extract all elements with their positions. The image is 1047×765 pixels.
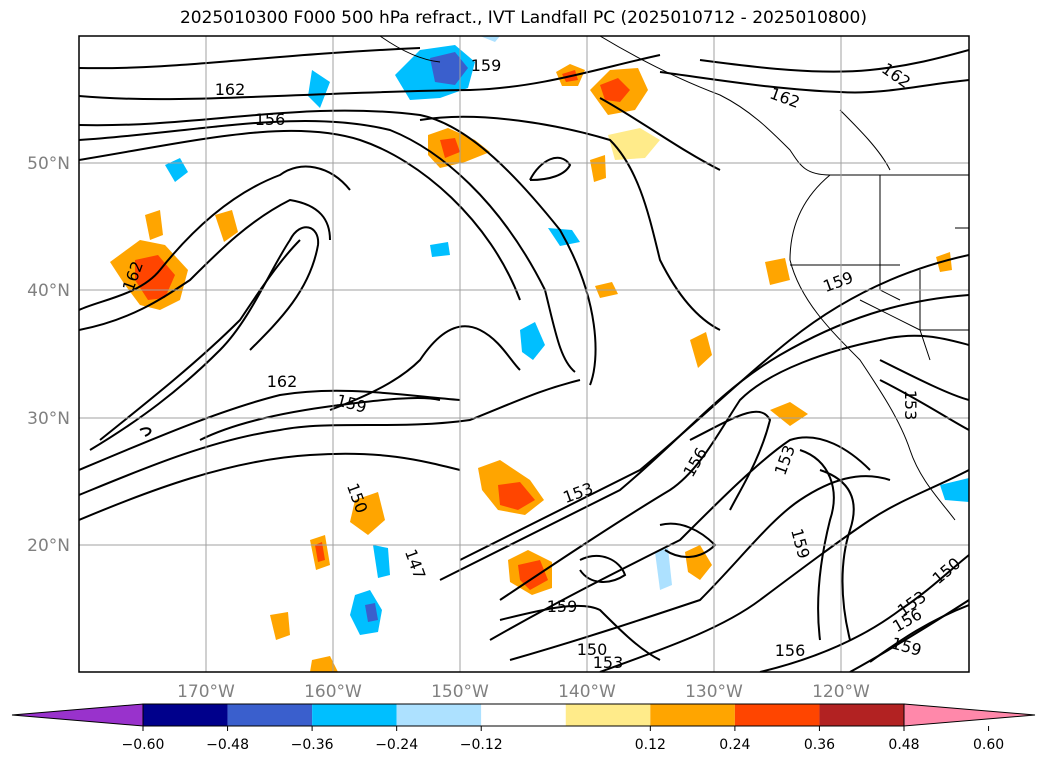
colorbar-segment [565,704,651,726]
colorbar-frame [142,703,905,727]
contour-label: 159 [547,597,578,616]
colorbar-tick-label: −0.60 [122,737,165,753]
contour-lines [79,47,969,672]
coastlines [379,36,969,521]
lat-label: 40°N [27,281,70,301]
lon-label: 120°W [812,682,870,702]
shading-layer [110,36,969,672]
colorbar-segment [227,704,313,726]
colorbar-extend-low [11,703,144,727]
latitude-axis: 50°N 40°N 30°N 20°N [27,154,70,556]
contour-label: 156 [255,110,286,129]
lon-label: 150°W [431,682,489,702]
colorbar-tick-label: −0.48 [206,737,249,753]
contour-label: 153 [901,390,920,421]
colorbar-tick-label: −0.12 [460,737,503,753]
map-title: 2025010300 F000 500 hPa refract., IVT La… [179,8,867,28]
colorbar-segment [650,704,735,726]
colorbar-segment [819,704,904,726]
contour-label: 156 [775,641,806,660]
colorbar-extend-high [903,703,1036,727]
lat-label: 30°N [27,409,70,429]
colorbar-tick-label: 0.12 [635,737,666,753]
lat-label: 50°N [27,154,70,174]
contour-label: 153 [593,653,624,672]
colorbar-tick-label: −0.24 [375,737,418,753]
colorbar-tick-label: −0.36 [291,737,334,753]
colorbar-tick-label: 0.24 [719,737,750,753]
graticule [79,36,969,672]
lon-label: 170°W [177,682,235,702]
contour-label: 159 [471,56,502,75]
colorbar-tick-label: 0.60 [973,737,1004,753]
lat-label: 20°N [27,536,70,556]
colorbar-segment [143,704,228,726]
plot-frame [78,35,970,673]
colorbar-segment [734,704,820,726]
colorbar-tick-label: 0.36 [804,737,835,753]
contour-label: 150 [577,640,608,659]
lon-label: 160°W [304,682,362,702]
colorbar-segment [312,704,397,726]
colorbar-segment [481,704,566,726]
colorbar-tick-label: 0.48 [888,737,919,753]
lon-label: 130°W [685,682,743,702]
longitude-axis: 170°W 160°W 150°W 140°W 130°W 120°W [177,682,870,702]
colorbar-segment [396,704,482,726]
contour-label: 162 [215,80,246,99]
contour-label: 162 [267,372,298,391]
colorbar: −0.60 −0.48 −0.36 −0.24 −0.12 0.12 0.24 0.36 0.4… [11,703,1036,753]
lon-label: 140°W [558,682,616,702]
